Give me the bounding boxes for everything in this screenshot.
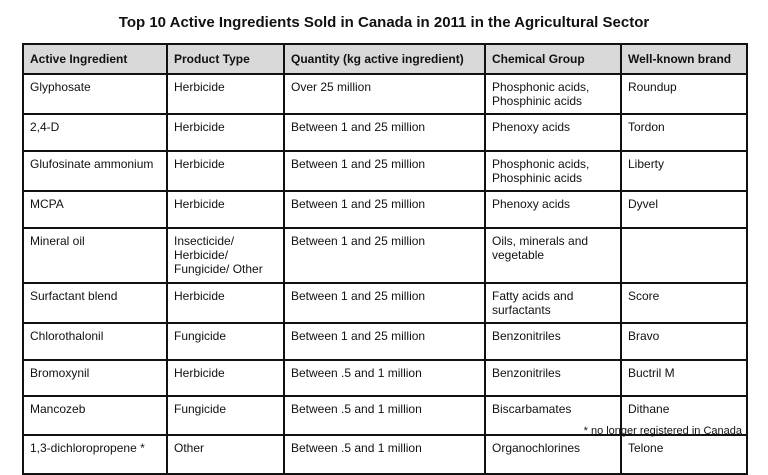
table-cell: Glufosinate ammonium <box>22 150 168 192</box>
table-cell: 1,3-dichloropropene * <box>22 434 168 475</box>
table-cell: Benzonitriles <box>484 359 622 397</box>
table-cell: Oils, minerals and vegetable <box>484 227 622 284</box>
table-cell: Herbicide <box>166 73 285 115</box>
column-header: Chemical Group <box>484 43 622 75</box>
table-cell: Between 1 and 25 million <box>283 282 486 324</box>
footnote: * no longer registered in Canada <box>583 425 742 437</box>
table-cell: Chlorothalonil <box>22 322 168 361</box>
table-cell: Herbicide <box>166 150 285 192</box>
table-row: Mancozeb Fungicide Between .5 and 1 millio… <box>22 395 748 436</box>
table-cell: Phosphonic acids, Phosphinic acids <box>484 150 622 192</box>
table-cell: Telone <box>620 434 748 475</box>
table-cell: Surfactant blend <box>22 282 168 324</box>
table-cell: Between 1 and 25 million <box>283 150 486 192</box>
column-header: Well-known brand <box>620 43 748 75</box>
table-cell: Benzonitriles <box>484 322 622 361</box>
table-row: Chlorothalonil Fungicide Between 1 and 25 … <box>22 322 748 361</box>
table-cell: MCPA <box>22 190 168 229</box>
table-cell: Between .5 and 1 million <box>283 359 486 397</box>
table-row: Bromoxynil Herbicide Between .5 and 1 mill… <box>22 359 748 397</box>
table-cell: Phenoxy acids <box>484 190 622 229</box>
table-cell: Herbicide <box>166 282 285 324</box>
ingredients-table: Active Ingredient Product Type Quantity (k… <box>22 43 748 475</box>
table-cell: Organochlorines <box>484 434 622 475</box>
table-cell: Fungicide <box>166 395 285 436</box>
table-cell: Between .5 and 1 million <box>283 434 486 475</box>
table-cell: 2,4-D <box>22 113 168 152</box>
table-row: MCPA Herbicide Between 1 and 25 million Phe… <box>22 190 748 229</box>
column-header: Product Type <box>166 43 285 75</box>
table-row: Surfactant blend Herbicide Between 1 and 2… <box>22 282 748 324</box>
table-cell: Phosphonic acids, Phosphinic acids <box>484 73 622 115</box>
table-cell: Insecticide/ Herbicide/ Fungicide/ Other <box>166 227 285 284</box>
table-cell: Tordon <box>620 113 748 152</box>
table-cell: Liberty <box>620 150 748 192</box>
table-cell: Other <box>166 434 285 475</box>
table-cell: Phenoxy acids <box>484 113 622 152</box>
table-row: Glufosinate ammonium Herbicide Between 1 a… <box>22 150 748 192</box>
table-cell: Herbicide <box>166 113 285 152</box>
table-row: Glyphosate Herbicide Over 25 million Phosph… <box>22 73 748 115</box>
table-cell: Herbicide <box>166 359 285 397</box>
table-cell: Fungicide <box>166 322 285 361</box>
table-row: 2,4-D Herbicide Between 1 and 25 million Ph… <box>22 113 748 152</box>
table-cell: Bravo <box>620 322 748 361</box>
table-cell <box>620 227 748 284</box>
table-cell: Over 25 million <box>283 73 486 115</box>
column-header: Active Ingredient <box>22 43 168 75</box>
table-cell: Between 1 and 25 million <box>283 190 486 229</box>
table-cell: Between .5 and 1 million <box>283 395 486 436</box>
table-row: Mineral oil Insecticide/ Herbicide/ Fungi… <box>22 227 748 284</box>
table-cell: Buctril M <box>620 359 748 397</box>
table-title: Top 10 Active Ingredients Sold in Canada… <box>118 14 650 31</box>
table-cell: Score <box>620 282 748 324</box>
header-row: Active Ingredient Product Type Quantity (k… <box>22 43 748 75</box>
table-row: 1,3-dichloropropene * Other Between .5 and… <box>22 434 748 475</box>
table-cell: Mineral oil <box>22 227 168 284</box>
table-cell: Dyvel <box>620 190 748 229</box>
table-cell: Mancozeb <box>22 395 168 436</box>
table-cell: Biscarbamates <box>484 395 622 436</box>
table-cell: Herbicide <box>166 190 285 229</box>
table-cell: Fatty acids and surfactants <box>484 282 622 324</box>
table-cell: Between 1 and 25 million <box>283 227 486 284</box>
table-cell: Between 1 and 25 million <box>283 322 486 361</box>
column-header: Quantity (kg active ingredient) <box>283 43 486 75</box>
table-cell: Roundup <box>620 73 748 115</box>
table-cell: Dithane <box>620 395 748 436</box>
table-cell: Between 1 and 25 million <box>283 113 486 152</box>
table-cell: Glyphosate <box>22 73 168 115</box>
table-cell: Bromoxynil <box>22 359 168 397</box>
